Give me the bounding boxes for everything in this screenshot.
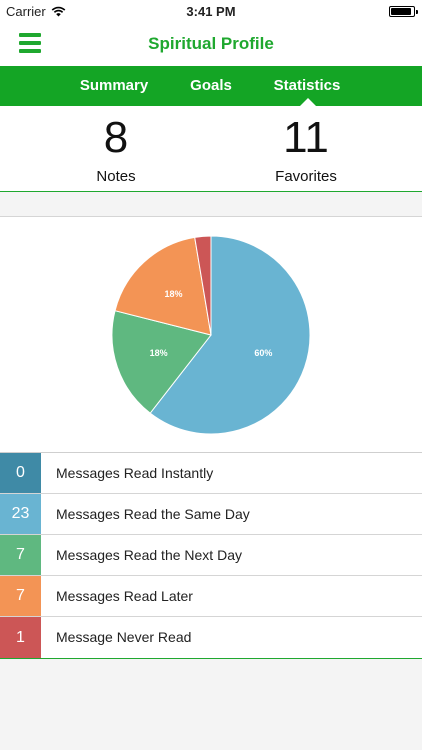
legend-list: 0 Messages Read Instantly 23 Messages Re… [0,452,422,659]
pie-slice [114,236,212,336]
legend-row: 23 Messages Read the Same Day [0,494,422,535]
pie-slice-label: 18% [150,348,168,358]
carrier-label: Carrier [6,4,46,19]
favorites-count-label: Favorites [275,168,337,185]
legend-count: 0 [0,453,41,493]
pie-chart: 60% 18% 18% [111,235,311,435]
tab-goals[interactable]: Goals [190,77,232,94]
wifi-icon [51,6,66,17]
favorites-count[interactable]: 11 Favorites [236,113,376,186]
battery-icon [389,6,418,17]
chart-panel: 60% 18% 18% [0,216,422,452]
status-left: Carrier [6,4,66,19]
nav-bar: Spiritual Profile [0,22,422,66]
legend-count: 7 [0,535,41,575]
legend-row: 1 Message Never Read [0,617,422,658]
legend-label: Messages Read Later [56,588,193,604]
active-tab-indicator [300,98,316,106]
legend-label: Messages Read the Same Day [56,506,250,522]
legend-row: 7 Messages Read the Next Day [0,535,422,576]
legend-count: 1 [0,617,41,658]
status-bar: Carrier 3:41 PM [0,0,422,22]
legend-row: 7 Messages Read Later [0,576,422,617]
legend-label: Message Never Read [56,629,192,645]
pie-slice [194,235,212,336]
legend-label: Messages Read the Next Day [56,547,242,563]
legend-count: 7 [0,576,41,616]
status-time: 3:41 PM [186,4,236,19]
notes-count[interactable]: 8 Notes [46,113,186,186]
notes-count-value: 8 [103,113,129,162]
tab-summary[interactable]: Summary [79,77,149,94]
pie-slice-label: 18% [164,289,182,299]
counts-panel: 8 Notes 11 Favorites [0,106,422,192]
favorites-count-value: 11 [283,113,329,162]
notes-count-label: Notes [96,168,136,185]
legend-count: 23 [0,494,41,534]
legend-row: 0 Messages Read Instantly [0,453,422,494]
hamburger-menu-icon[interactable] [19,33,41,53]
tab-statistics[interactable]: Statistics [273,77,341,94]
tab-bar: Summary Goals Statistics [0,66,422,106]
pie-slice [111,310,212,414]
legend-label: Messages Read Instantly [56,465,214,481]
pie-slice-label: 60% [254,348,272,358]
page-title: Spiritual Profile [148,34,274,53]
pie-slice [149,235,311,435]
